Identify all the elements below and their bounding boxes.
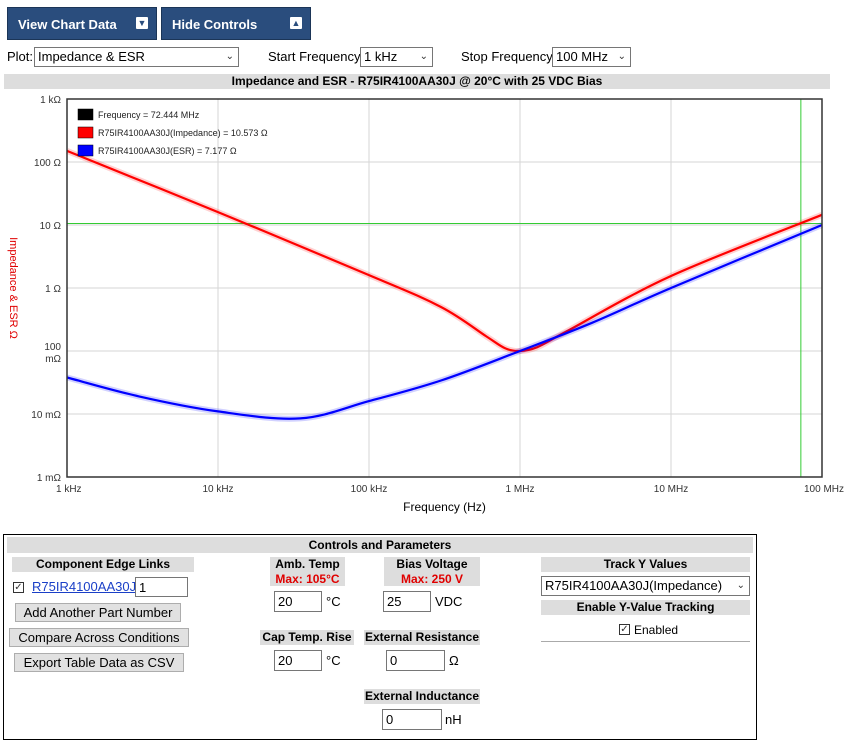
- external-inductance-header: External Inductance: [364, 689, 480, 704]
- edge-links-header: Component Edge Links: [12, 557, 194, 572]
- legend-label: R75IR4100AA30J(ESR) = 7.177 Ω: [98, 146, 237, 156]
- y-tick-label: mΩ: [45, 354, 61, 365]
- hide-controls-button[interactable]: Hide Controls ▲: [161, 7, 311, 40]
- view-chart-data-label: View Chart Data: [18, 17, 117, 32]
- plot-label: Plot:: [7, 49, 34, 64]
- stop-frequency-label: Stop Frequency:: [461, 49, 557, 64]
- stop-frequency-select[interactable]: 100 MHz ⌄: [552, 47, 631, 67]
- enable-tracking-label: Enabled: [634, 623, 679, 637]
- y-tick-label: 100: [44, 342, 61, 353]
- part-link[interactable]: R75IR4100AA30J: [32, 579, 137, 594]
- x-tick-label: 100 MHz: [804, 484, 844, 495]
- hide-controls-label: Hide Controls: [172, 17, 258, 32]
- add-part-button[interactable]: Add Another Part Number: [15, 603, 181, 622]
- legend-swatch: [77, 144, 94, 157]
- chevron-down-icon: ▼: [136, 17, 148, 29]
- amb-temp-input[interactable]: 20: [274, 591, 322, 612]
- plot-options-row: Plot: Impedance & ESR ⌄ Start Frequency:…: [0, 47, 855, 69]
- enable-tracking-header: Enable Y-Value Tracking: [541, 600, 750, 615]
- external-resistance-input[interactable]: 0: [386, 650, 445, 671]
- cap-temp-rise-header: Cap Temp. Rise: [260, 630, 354, 645]
- x-tick-label: 10 kHz: [202, 484, 233, 495]
- cap-temp-rise-unit: °C: [326, 653, 341, 668]
- x-tick-label: 100 kHz: [351, 484, 388, 495]
- cap-temp-rise-input[interactable]: 20: [274, 650, 322, 671]
- x-tick-label: 10 MHz: [654, 484, 688, 495]
- bias-voltage-header: Bias Voltage Max: 250 V: [384, 557, 480, 586]
- y-tick-label: 10 mΩ: [31, 410, 61, 421]
- chevron-down-icon: ⌄: [617, 51, 626, 62]
- bias-voltage-title: Bias Voltage: [396, 557, 468, 571]
- external-inductance-unit: nH: [445, 712, 462, 727]
- chevron-up-icon: ▲: [290, 17, 302, 29]
- track-y-select[interactable]: R75IR4100AA30J(Impedance) ⌄: [541, 576, 750, 596]
- amb-temp-unit: °C: [326, 594, 341, 609]
- legend-label: Frequency = 72.444 MHz: [98, 110, 200, 120]
- external-inductance-input[interactable]: 0: [382, 709, 442, 730]
- chart-title: Impedance and ESR - R75IR4100AA30J @ 20°…: [4, 74, 830, 89]
- enable-tracking-checkbox[interactable]: ✓: [619, 624, 630, 635]
- plot-select-value: Impedance & ESR: [38, 49, 145, 64]
- y-tick-label: 100 Ω: [34, 158, 61, 169]
- legend-swatch: [77, 108, 94, 121]
- y-tick-label: 1 Ω: [45, 284, 61, 295]
- series-line-impedance: [66, 149, 823, 353]
- export-csv-button[interactable]: Export Table Data as CSV: [14, 653, 184, 672]
- part-checkbox[interactable]: ✓: [13, 582, 24, 593]
- y-tick-label: 10 Ω: [40, 221, 62, 232]
- part-quantity-input[interactable]: 1: [135, 577, 188, 597]
- bias-voltage-input[interactable]: 25: [383, 591, 431, 612]
- series-line-esr: [66, 223, 823, 420]
- y-axis-label: Impedance & ESR Ω: [7, 237, 19, 339]
- chevron-down-icon: ⌄: [225, 51, 234, 62]
- divider: [541, 641, 750, 642]
- start-frequency-label: Start Frequency:: [268, 49, 365, 64]
- view-chart-data-button[interactable]: View Chart Data ▼: [7, 7, 157, 40]
- legend-label: R75IR4100AA30J(Impedance) = 10.573 Ω: [98, 128, 268, 138]
- external-resistance-unit: Ω: [449, 653, 459, 668]
- bias-voltage-max: Max: 250 V: [400, 572, 464, 586]
- y-tick-label: 1 kΩ: [40, 95, 61, 106]
- amb-temp-header: Amb. Temp Max: 105°C: [270, 557, 345, 586]
- x-tick-label: 1 kHz: [56, 484, 82, 495]
- track-y-header: Track Y Values: [541, 557, 750, 572]
- chevron-down-icon: ⌄: [736, 580, 745, 591]
- compare-conditions-button[interactable]: Compare Across Conditions: [9, 628, 189, 647]
- start-frequency-value: 1 kHz: [364, 49, 398, 64]
- stop-frequency-value: 100 MHz: [556, 49, 609, 64]
- plot-frame: [66, 98, 823, 478]
- controls-panel: Controls and Parameters Component Edge L…: [3, 534, 757, 740]
- chevron-down-icon: ⌄: [419, 51, 428, 62]
- impedance-chart[interactable]: 1 kHz 10 kHz 100 kHz 1 MHz 10 MHz 100 MHz 1 kΩ…: [0, 90, 855, 525]
- x-tick-label: 1 MHz: [506, 484, 535, 495]
- external-resistance-header: External Resistance: [364, 630, 480, 645]
- amb-temp-max: Max: 105°C: [275, 572, 340, 586]
- controls-panel-title: Controls and Parameters: [7, 537, 753, 553]
- legend-swatch: [77, 126, 94, 139]
- bias-voltage-unit: VDC: [435, 594, 463, 609]
- y-tick-label: 1 mΩ: [37, 473, 62, 484]
- amb-temp-title: Amb. Temp: [275, 557, 340, 571]
- start-frequency-select[interactable]: 1 kHz ⌄: [360, 47, 433, 67]
- plot-select[interactable]: Impedance & ESR ⌄: [34, 47, 239, 67]
- x-axis-label: Frequency (Hz): [403, 500, 486, 514]
- track-y-value: R75IR4100AA30J(Impedance): [545, 578, 723, 593]
